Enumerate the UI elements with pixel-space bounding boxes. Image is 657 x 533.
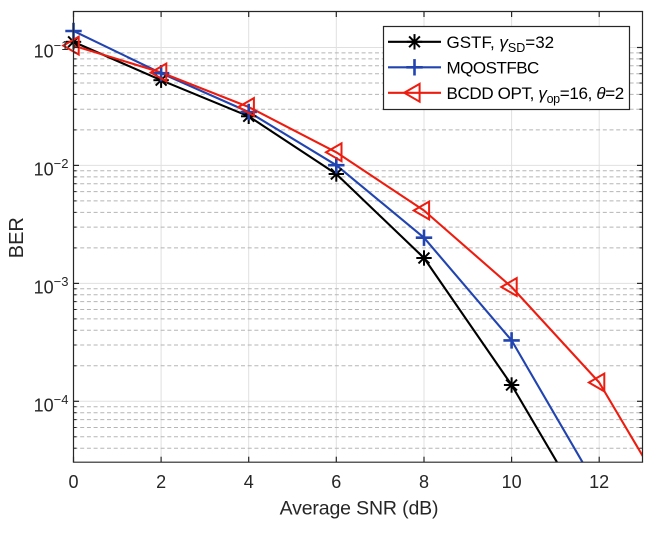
svg-text:BER: BER	[6, 217, 28, 258]
svg-text:4: 4	[244, 472, 254, 492]
svg-text:BCDD OPT, γop=16, θ=2: BCDD OPT, γop=16, θ=2	[447, 84, 624, 106]
svg-text:GSTF, γSD=32: GSTF, γSD=32	[447, 33, 555, 55]
svg-text:Average SNR (dB): Average SNR (dB)	[280, 498, 439, 520]
svg-text:12: 12	[589, 472, 609, 492]
svg-text:0: 0	[68, 472, 78, 492]
svg-text:2: 2	[156, 472, 166, 492]
svg-text:8: 8	[419, 472, 429, 492]
svg-text:10: 10	[502, 472, 522, 492]
svg-text:6: 6	[331, 472, 341, 492]
svg-text:MQOSTFBC: MQOSTFBC	[447, 58, 540, 77]
